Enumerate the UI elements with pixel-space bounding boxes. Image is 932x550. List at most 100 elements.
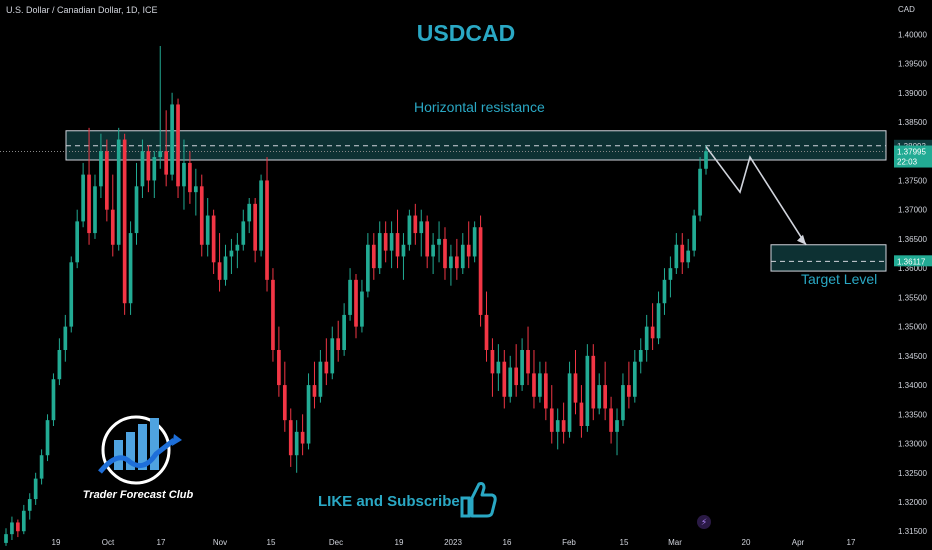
candle[interactable] xyxy=(51,373,56,426)
candle[interactable] xyxy=(460,233,465,274)
candle[interactable] xyxy=(401,233,406,280)
candle[interactable] xyxy=(93,174,97,239)
candle[interactable] xyxy=(342,303,346,356)
candle[interactable] xyxy=(199,174,204,257)
candle[interactable] xyxy=(508,355,513,403)
candle[interactable] xyxy=(158,46,163,169)
candle[interactable] xyxy=(532,350,536,409)
time-axis[interactable]: 19 Oct 17 Nov 15 Dec 19 2023 16 Feb 15 Mar 20 Apr 17 xyxy=(52,538,856,547)
candle[interactable] xyxy=(122,133,127,315)
candle[interactable] xyxy=(318,350,323,403)
candle[interactable] xyxy=(294,420,299,473)
candle[interactable] xyxy=(632,350,637,403)
candle[interactable] xyxy=(229,238,234,274)
candle[interactable] xyxy=(490,338,495,397)
candle[interactable] xyxy=(644,314,649,362)
candle[interactable] xyxy=(627,361,631,409)
candle[interactable] xyxy=(265,157,269,292)
candle[interactable] xyxy=(478,215,483,327)
candle[interactable] xyxy=(603,361,607,421)
candle[interactable] xyxy=(354,274,358,339)
candle[interactable] xyxy=(182,139,186,210)
candle[interactable] xyxy=(99,133,103,198)
candle[interactable] xyxy=(27,493,32,520)
candle[interactable] xyxy=(704,145,708,175)
candle[interactable] xyxy=(33,472,38,505)
candle[interactable] xyxy=(241,209,246,251)
candle[interactable] xyxy=(466,221,471,269)
candle[interactable] xyxy=(39,449,44,485)
candle[interactable] xyxy=(413,203,418,245)
candle[interactable] xyxy=(188,151,192,204)
candle[interactable] xyxy=(383,221,388,263)
candle[interactable] xyxy=(407,209,412,251)
candle[interactable] xyxy=(555,408,560,450)
candle[interactable] xyxy=(455,238,459,280)
candle[interactable] xyxy=(57,338,62,386)
candle[interactable] xyxy=(437,221,441,263)
candle[interactable] xyxy=(680,233,685,274)
candle[interactable] xyxy=(247,198,252,234)
candle[interactable] xyxy=(116,127,121,251)
candle[interactable] xyxy=(312,361,317,409)
candle[interactable] xyxy=(538,361,542,403)
candle[interactable] xyxy=(128,221,133,315)
lightning-icon[interactable]: ⚡ xyxy=(697,515,711,529)
candle[interactable] xyxy=(277,326,281,397)
candle[interactable] xyxy=(81,162,85,228)
candle[interactable] xyxy=(288,408,293,467)
candle[interactable] xyxy=(419,209,424,257)
candle[interactable] xyxy=(16,519,20,538)
candle[interactable] xyxy=(223,244,228,286)
candle[interactable] xyxy=(75,209,80,269)
candle[interactable] xyxy=(211,209,216,274)
thumbs-up-icon[interactable] xyxy=(458,478,498,525)
candle[interactable] xyxy=(217,233,222,292)
candle[interactable] xyxy=(502,350,507,409)
candle[interactable] xyxy=(662,268,667,315)
candle[interactable] xyxy=(282,361,287,432)
candle[interactable] xyxy=(140,139,145,198)
candle[interactable] xyxy=(300,414,305,456)
candle[interactable] xyxy=(170,92,174,181)
candle[interactable] xyxy=(615,408,619,456)
target-zone[interactable] xyxy=(770,244,887,272)
candle[interactable] xyxy=(526,326,530,386)
candle[interactable] xyxy=(377,221,382,274)
candle[interactable] xyxy=(366,233,370,298)
candle[interactable] xyxy=(656,291,661,345)
candle[interactable] xyxy=(425,215,430,269)
like-subscribe-text[interactable]: LIKE and Subscribe xyxy=(318,493,460,510)
candle[interactable] xyxy=(69,256,74,333)
candle[interactable] xyxy=(561,402,566,444)
candle[interactable] xyxy=(21,504,26,535)
candle[interactable] xyxy=(621,373,625,426)
candle[interactable] xyxy=(698,157,702,222)
candle[interactable] xyxy=(271,268,275,362)
candle[interactable] xyxy=(87,127,91,245)
candle[interactable] xyxy=(4,528,8,546)
candle[interactable] xyxy=(259,174,263,257)
candle[interactable] xyxy=(597,373,602,415)
candle[interactable] xyxy=(567,361,572,438)
candle[interactable] xyxy=(348,268,352,321)
candle[interactable] xyxy=(324,338,329,386)
candle[interactable] xyxy=(650,303,655,350)
candle[interactable] xyxy=(146,145,151,193)
candle[interactable] xyxy=(63,314,68,362)
candle[interactable] xyxy=(549,385,554,444)
candle[interactable] xyxy=(110,174,115,257)
candle[interactable] xyxy=(609,396,613,444)
candle[interactable] xyxy=(514,344,519,397)
candle[interactable] xyxy=(330,326,335,380)
candle[interactable] xyxy=(449,244,453,286)
candle[interactable] xyxy=(496,344,501,391)
candle[interactable] xyxy=(431,233,435,274)
candle[interactable] xyxy=(484,291,489,362)
candle[interactable] xyxy=(395,209,400,269)
candle[interactable] xyxy=(573,350,578,415)
candle[interactable] xyxy=(193,168,198,216)
candle[interactable] xyxy=(686,238,691,269)
candle[interactable] xyxy=(692,209,696,257)
